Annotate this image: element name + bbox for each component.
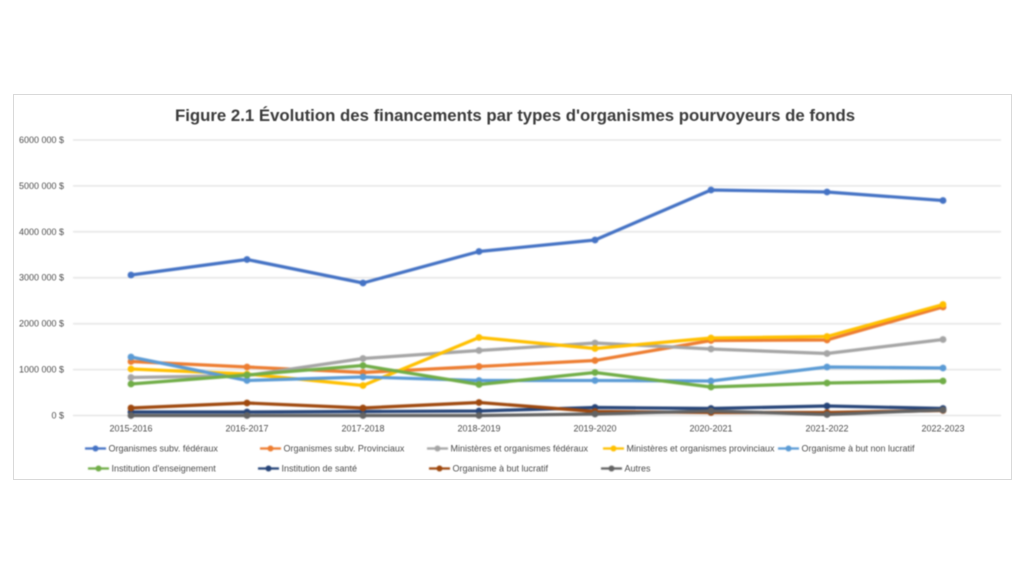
svg-text:Organisme à but non lucratif: Organisme à but non lucratif [802,444,916,454]
svg-text:6000 000 $: 6000 000 $ [19,135,64,145]
svg-text:4000 000 $: 4000 000 $ [19,227,64,237]
svg-text:2021-2022: 2021-2022 [805,424,848,434]
svg-text:Autres: Autres [625,464,652,474]
svg-text:5000 000 $: 5000 000 $ [19,181,64,191]
svg-text:Institution de santé: Institution de santé [282,464,358,474]
svg-text:2020-2021: 2020-2021 [689,424,732,434]
svg-text:2022-2023: 2022-2023 [921,424,964,434]
svg-text:Institution d'enseignement: Institution d'enseignement [112,464,217,474]
svg-text:1000 000 $: 1000 000 $ [19,365,64,375]
svg-text:0 $: 0 $ [51,411,64,421]
svg-text:2000 000 $: 2000 000 $ [19,319,64,329]
svg-text:Ministères et organismes fédér: Ministères et organismes fédéraux [451,444,589,454]
svg-text:2015-2016: 2015-2016 [109,424,152,434]
svg-text:Organismes subv. fédéraux: Organismes subv. fédéraux [109,444,219,454]
svg-text:2016-2017: 2016-2017 [225,424,268,434]
svg-text:2019-2020: 2019-2020 [573,424,616,434]
svg-text:2017-2018: 2017-2018 [341,424,384,434]
svg-text:Organisme à but lucratif: Organisme à but lucratif [453,464,549,474]
svg-text:Ministères et organismes provi: Ministères et organismes provinciaux [627,444,776,454]
svg-text:2018-2019: 2018-2019 [457,424,500,434]
svg-text:3000 000 $: 3000 000 $ [19,273,64,283]
svg-text:Organismes subv. Provinciaux: Organismes subv. Provinciaux [284,444,405,454]
svg-text:Figure 2.1 Évolution des finan: Figure 2.1 Évolution des financements pa… [175,106,855,125]
